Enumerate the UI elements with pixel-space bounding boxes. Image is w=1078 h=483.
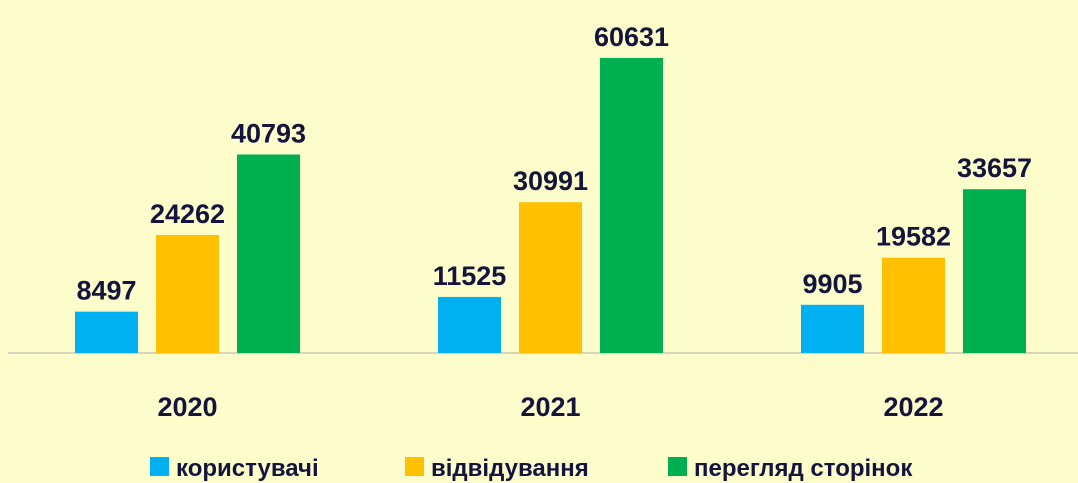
legend-swatch xyxy=(405,457,424,476)
value-label: 8497 xyxy=(76,276,136,306)
x-tick-label: 2020 xyxy=(157,392,217,422)
value-label: 9905 xyxy=(802,269,862,299)
value-label: 19582 xyxy=(876,222,951,252)
bar xyxy=(438,296,501,353)
bar xyxy=(156,234,219,353)
legend-label: відвідування xyxy=(431,455,589,482)
value-label: 11525 xyxy=(433,261,507,291)
value-label: 60631 xyxy=(594,22,669,52)
bar xyxy=(882,257,945,353)
legend-label: перегляд сторінок xyxy=(694,455,913,482)
bar xyxy=(519,202,582,353)
bar xyxy=(963,189,1026,353)
value-label: 24262 xyxy=(150,199,225,229)
legend-swatch xyxy=(668,457,687,476)
bar xyxy=(237,154,300,353)
bar xyxy=(801,304,864,353)
legend-label: користувачі xyxy=(176,455,319,482)
value-label: 33657 xyxy=(957,153,1032,183)
x-tick-label: 2021 xyxy=(520,392,580,422)
bar xyxy=(75,311,138,353)
bar xyxy=(600,57,663,353)
x-tick-label: 2022 xyxy=(883,392,943,422)
value-label: 30991 xyxy=(513,166,588,196)
value-label: 40793 xyxy=(231,119,306,149)
legend-swatch xyxy=(150,457,169,476)
